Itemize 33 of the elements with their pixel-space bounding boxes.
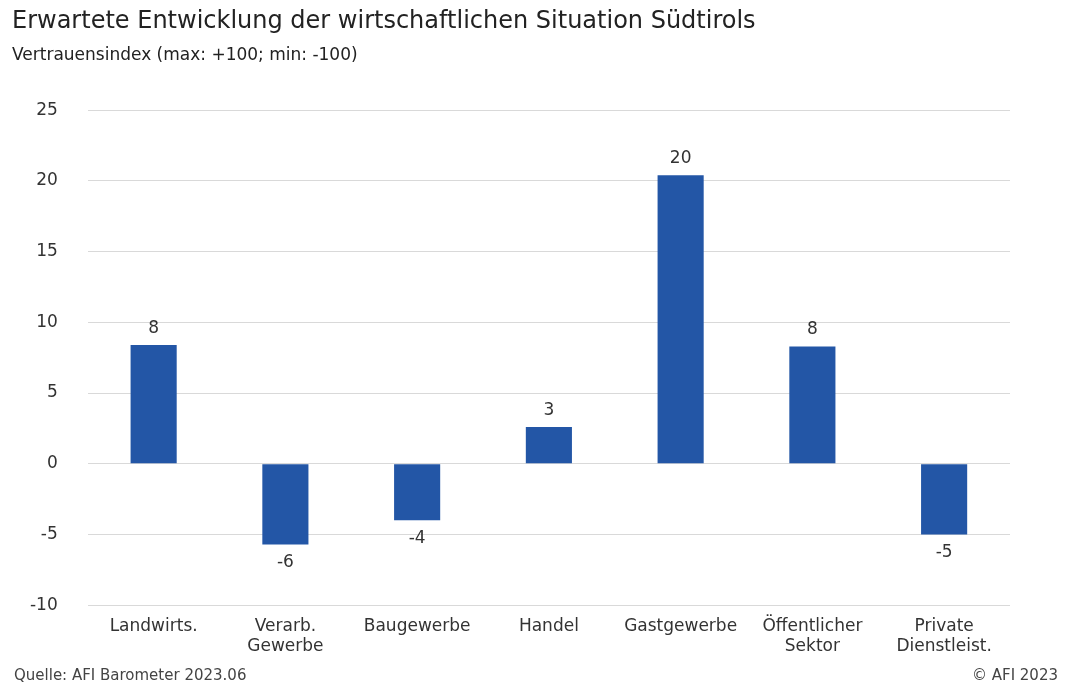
x-tick-label: Handel bbox=[518, 614, 579, 635]
y-tick-label: -10 bbox=[29, 593, 58, 614]
bar bbox=[657, 175, 704, 464]
data-label: -6 bbox=[276, 551, 294, 572]
y-tick-label: 10 bbox=[36, 310, 58, 331]
y-tick-label: 0 bbox=[46, 452, 58, 473]
data-label: 8 bbox=[148, 316, 160, 337]
x-tick-label: Private Dienstleist. bbox=[896, 614, 992, 656]
data-label: -5 bbox=[935, 541, 953, 562]
data-label: 8 bbox=[806, 318, 818, 339]
data-label: 3 bbox=[543, 398, 555, 419]
chart-title: Erwartete Entwicklung der wirtschaftlichen Situation Südtirols bbox=[12, 6, 756, 34]
bar bbox=[130, 344, 177, 464]
bar bbox=[262, 464, 309, 545]
x-tick-label: Baugewerbe bbox=[363, 614, 471, 635]
x-tick-label: Landwirts. bbox=[109, 614, 198, 635]
bar bbox=[394, 464, 441, 521]
data-label: 20 bbox=[669, 147, 692, 168]
y-tick-label: 15 bbox=[36, 240, 58, 261]
data-label: -4 bbox=[408, 527, 426, 548]
x-tick-label: Verarb. Gewerbe bbox=[247, 614, 324, 656]
bar bbox=[921, 464, 968, 535]
y-tick-label: -5 bbox=[40, 522, 58, 543]
y-tick-label: 25 bbox=[36, 98, 58, 119]
source-note: Quelle: AFI Barometer 2023.06 bbox=[14, 666, 247, 684]
bar bbox=[525, 427, 572, 464]
text: © AFI 2023 bbox=[971, 666, 1058, 684]
bar bbox=[789, 346, 836, 464]
x-tick-label: Öffentlicher Sektor bbox=[762, 613, 863, 656]
chart-subtitle: Vertrauensindex (max: +100; min: -100) bbox=[12, 44, 358, 64]
y-tick-label: 5 bbox=[46, 381, 58, 402]
y-tick-label: 20 bbox=[36, 169, 58, 190]
x-tick-label: Gastgewerbe bbox=[624, 614, 738, 635]
